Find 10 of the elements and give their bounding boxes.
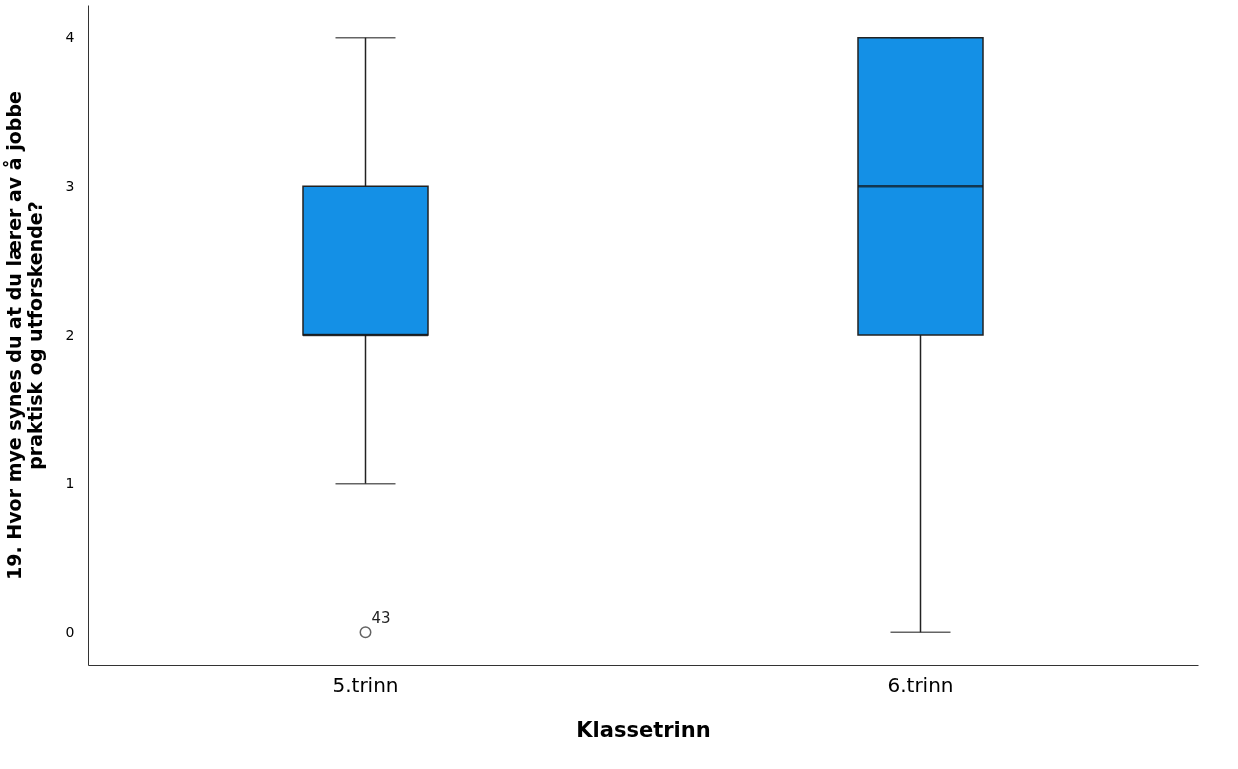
- x-tick-label: 5.trinn: [332, 672, 399, 697]
- y-tick-label: 1: [65, 475, 75, 492]
- y-tick-label: 3: [65, 177, 75, 194]
- annotation: 43: [371, 609, 391, 628]
- y-tick-label: 4: [65, 29, 75, 46]
- x-axis-title: Klassetrinn: [576, 717, 711, 742]
- y-axis-title: 19. Hvor mye synes du at du lærer av å jobbe praktisk og utforskende?: [1, 91, 46, 580]
- y-tick-label: 2: [65, 326, 75, 343]
- x-tick-label: 6.trinn: [887, 672, 954, 697]
- y-tick-label: 0: [65, 623, 75, 640]
